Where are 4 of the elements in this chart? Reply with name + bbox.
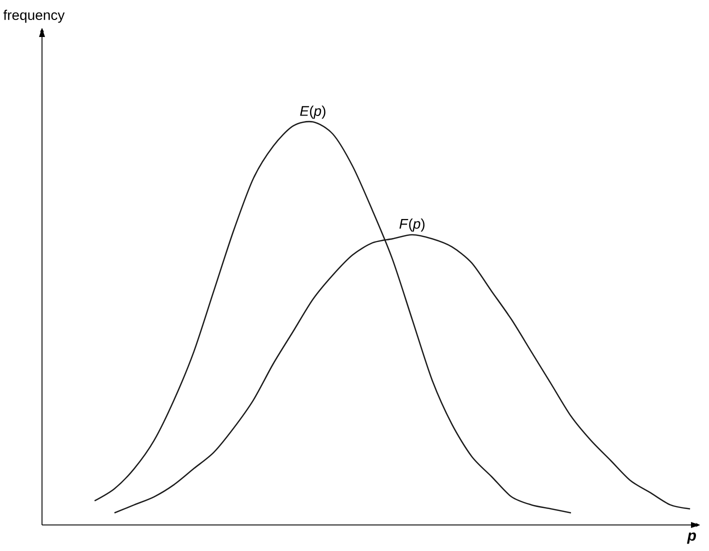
series-label: F(p) [399, 218, 424, 232]
x-axis-title: p [686, 532, 696, 544]
series-label: E(p) [300, 106, 326, 119]
text: frequency [3, 10, 65, 23]
